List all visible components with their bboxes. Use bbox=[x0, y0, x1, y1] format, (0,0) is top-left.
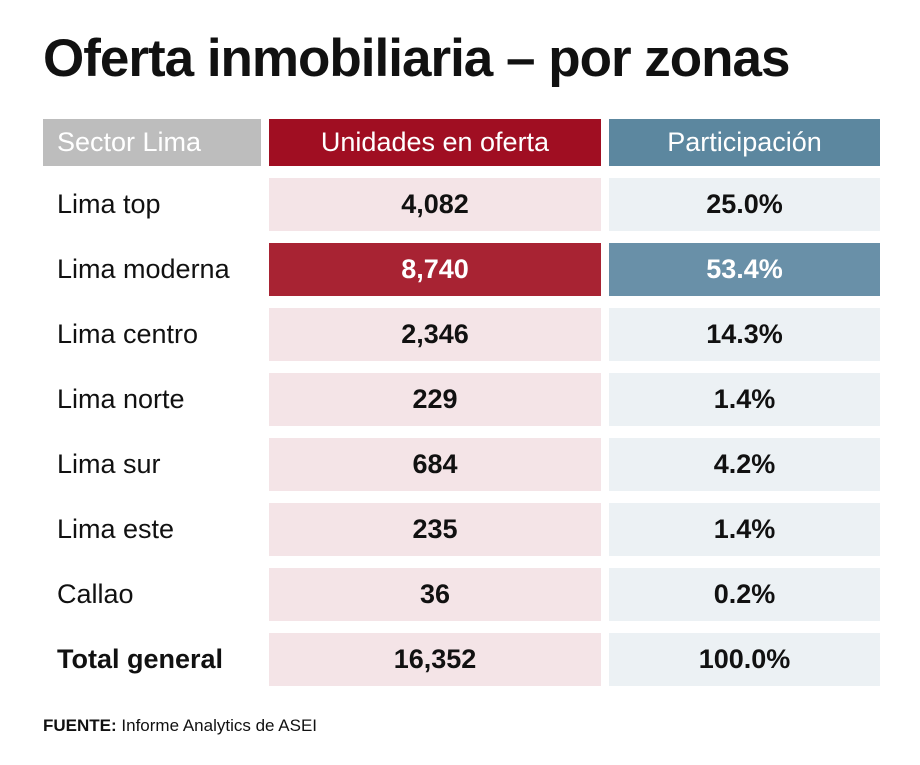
cell-share: 25.0% bbox=[609, 178, 880, 231]
cell-share: 1.4% bbox=[609, 503, 880, 556]
cell-sector: Lima este bbox=[57, 514, 175, 544]
cell-units: 16,352 bbox=[269, 633, 601, 686]
cell-units: 229 bbox=[269, 373, 601, 426]
cell-units: 684 bbox=[269, 438, 601, 491]
source-note: FUENTE: Informe Analytics de ASEI bbox=[43, 716, 317, 736]
cell-sector: Lima norte bbox=[57, 384, 185, 414]
cell-share: 1.4% bbox=[609, 373, 880, 426]
cell-sector: Lima sur bbox=[57, 449, 161, 479]
source-text: Informe Analytics de ASEI bbox=[121, 716, 318, 735]
cell-share: 0.2% bbox=[609, 568, 880, 621]
cell-units: 2,346 bbox=[269, 308, 601, 361]
cell-share: 100.0% bbox=[609, 633, 880, 686]
cell-sector: Lima top bbox=[57, 189, 161, 219]
source-label: FUENTE: bbox=[43, 716, 117, 735]
data-table: Sector Lima Unidades en oferta Participa… bbox=[43, 119, 880, 686]
cell-sector: Lima moderna bbox=[57, 254, 230, 284]
cell-sector: Callao bbox=[57, 579, 134, 609]
cell-share: 53.4% bbox=[609, 243, 880, 296]
cell-units: 36 bbox=[269, 568, 601, 621]
cell-share: 4.2% bbox=[609, 438, 880, 491]
cell-share: 14.3% bbox=[609, 308, 880, 361]
cell-sector: Lima centro bbox=[57, 319, 199, 349]
header-units: Unidades en oferta bbox=[269, 119, 601, 166]
page-title: Oferta inmobiliaria – por zonas bbox=[43, 29, 791, 88]
cell-units: 8,740 bbox=[269, 243, 601, 296]
cell-sector: Total general bbox=[57, 644, 224, 674]
cell-units: 235 bbox=[269, 503, 601, 556]
header-share: Participación bbox=[609, 119, 880, 166]
header-sector: Sector Lima bbox=[43, 119, 261, 166]
cell-units: 4,082 bbox=[269, 178, 601, 231]
